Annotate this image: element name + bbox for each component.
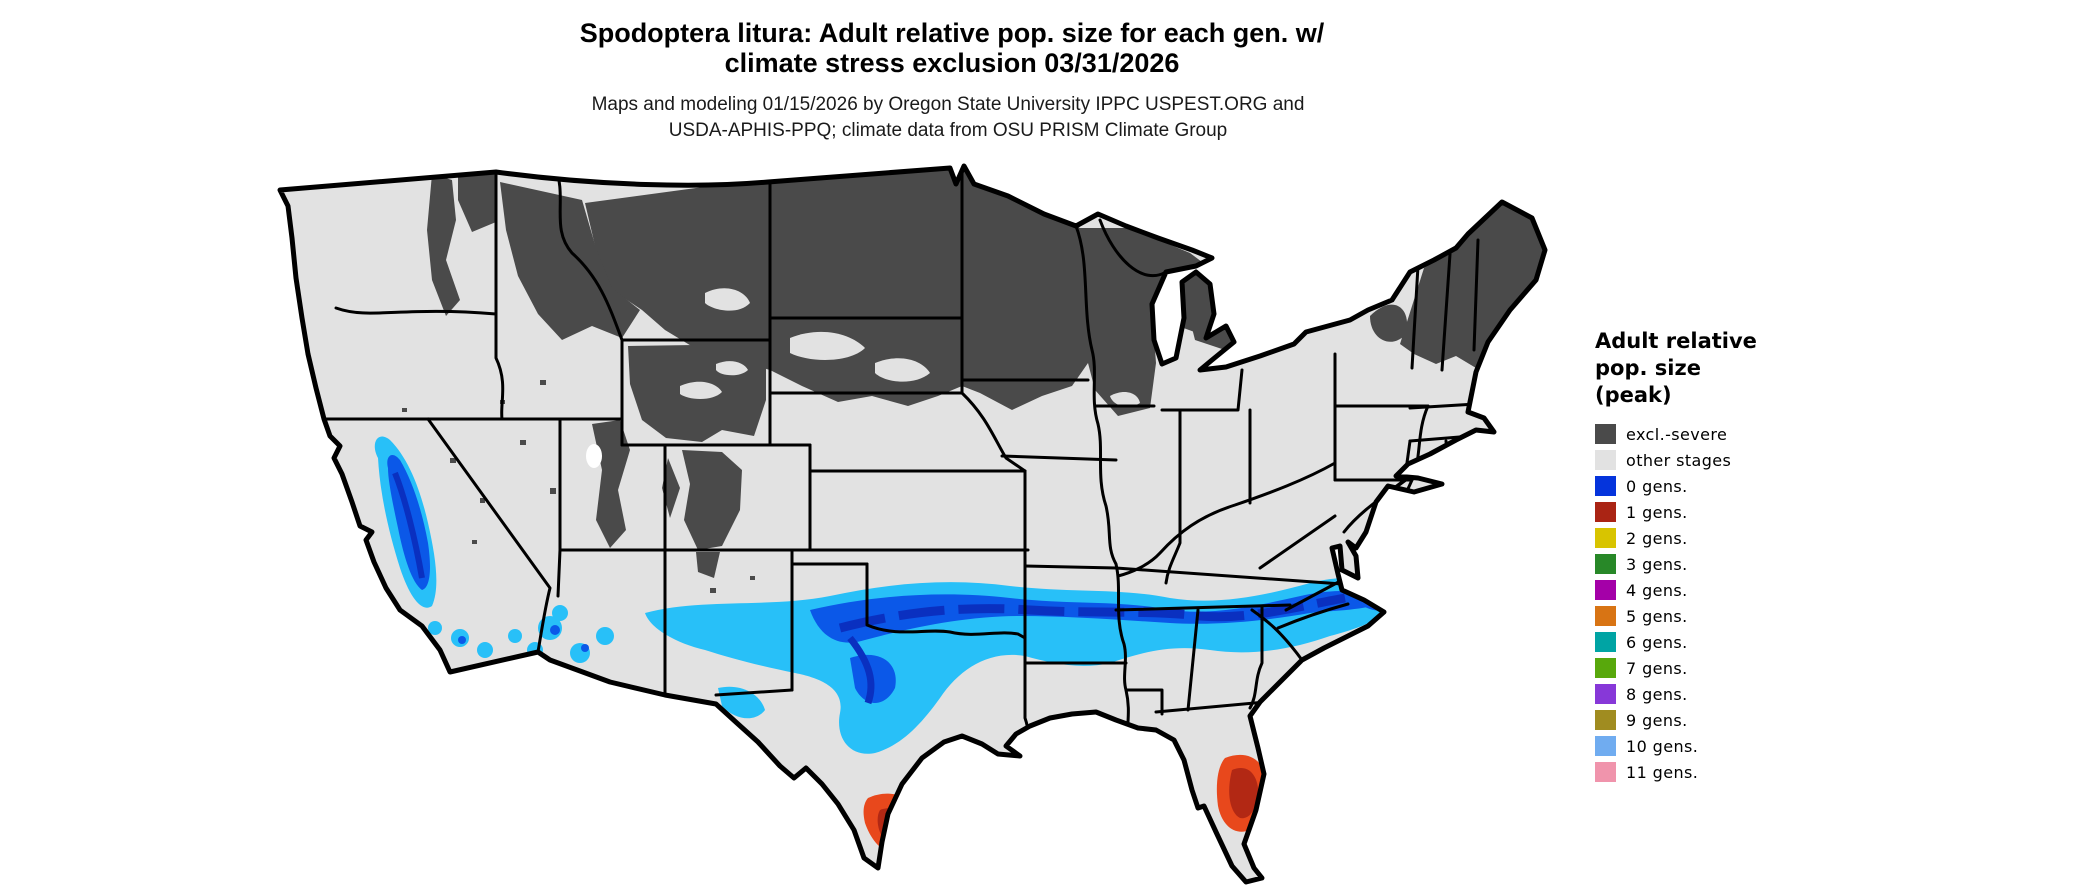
- legend-label-2: 0 gens.: [1626, 476, 1688, 496]
- legend-swatch-1: [1595, 450, 1616, 470]
- legend-label-3: 1 gens.: [1626, 502, 1688, 522]
- region-gen0-texas-core: [847, 635, 875, 705]
- legend-label-4: 2 gens.: [1626, 528, 1688, 548]
- page-subtitle-line1: Maps and modeling 01/15/2026 by Oregon S…: [591, 94, 1305, 115]
- region-excluded-severe: [402, 166, 1544, 593]
- legend-swatch-7: [1595, 606, 1616, 626]
- legend-swatch-2: [1595, 476, 1616, 496]
- legend-row-8: 6 gens.: [1595, 629, 1805, 655]
- legend-row-12: 10 gens.: [1595, 733, 1805, 759]
- legend-row-3: 1 gens.: [1595, 499, 1805, 525]
- region-excl-washington-cascades: [427, 174, 460, 316]
- region-gen0-band-core: [838, 593, 1346, 633]
- us-map-container: [250, 158, 1570, 888]
- legend-row-4: 2 gens.: [1595, 525, 1805, 551]
- legend-swatch-9: [1595, 658, 1616, 678]
- page-subtitle: Maps and modeling 01/15/2026 by Oregon S…: [592, 92, 1305, 144]
- legend-label-12: 10 gens.: [1626, 736, 1699, 756]
- legend-title-line3: (peak): [1595, 383, 1672, 407]
- region-gen0-southern-band-mid: [810, 590, 1390, 643]
- legend-title-line2: pop. size: [1595, 356, 1701, 380]
- legend-swatch-3: [1595, 502, 1616, 522]
- region-gen0-band: [374, 436, 1400, 754]
- legend-row-7: 5 gens.: [1595, 603, 1805, 629]
- region-gen0-southwest-scatter: [428, 605, 614, 663]
- legend-row-0: excl.-severe: [1595, 421, 1805, 447]
- legend-row-5: 3 gens.: [1595, 551, 1805, 577]
- legend-swatch-11: [1595, 710, 1616, 730]
- legend-label-1: other stages: [1626, 450, 1732, 470]
- legend-row-11: 9 gens.: [1595, 707, 1805, 733]
- legend-label-0: excl.-severe: [1626, 424, 1728, 444]
- region-excl-new-england: [1400, 202, 1544, 368]
- legend-swatch-4: [1595, 528, 1616, 548]
- legend-swatch-13: [1595, 762, 1616, 782]
- legend-label-8: 6 gens.: [1626, 632, 1688, 652]
- legend-row-1: other stages: [1595, 447, 1805, 473]
- page-subtitle-line2: USDA-APHIS-PPQ; climate data from OSU PR…: [668, 120, 1228, 141]
- region-excl-new-mexico-north: [696, 552, 720, 578]
- region-excl-adirondacks: [1370, 304, 1408, 342]
- legend-row-10: 8 gens.: [1595, 681, 1805, 707]
- legend-swatch-0: [1595, 424, 1616, 444]
- page-title: Spodoptera litura: Adult relative pop. s…: [580, 18, 1325, 78]
- legend-swatch-12: [1595, 736, 1616, 756]
- legend-label-7: 5 gens.: [1626, 606, 1688, 626]
- legend-swatch-6: [1595, 580, 1616, 600]
- page-title-line2: climate stress exclusion 03/31/2026: [724, 48, 1180, 78]
- region-excl-ne-washington: [458, 170, 496, 232]
- legend-row-13: 11 gens.: [1595, 759, 1805, 785]
- legend-title-line1: Adult relative: [1595, 329, 1757, 353]
- legend-title: Adult relative pop. size (peak): [1595, 328, 1805, 409]
- region-gen0-california-valley-core: [392, 471, 425, 579]
- legend-items: excl.-severe other stages 0 gens. 1 gens. 2 …: [1595, 421, 1805, 785]
- region-gen1-florida-core: [1229, 768, 1258, 819]
- region-excl-light-holes: [680, 288, 1140, 407]
- page-title-line1: Spodoptera litura: Adult relative pop. s…: [579, 18, 1325, 48]
- legend-swatch-8: [1595, 632, 1616, 652]
- us-national-outline: [277, 163, 1548, 885]
- great-salt-lake: [586, 444, 602, 468]
- legend-row-9: 7 gens.: [1595, 655, 1805, 681]
- legend-swatch-10: [1595, 684, 1616, 704]
- region-excl-colorado-rockies: [682, 450, 742, 550]
- legend-label-10: 8 gens.: [1626, 684, 1688, 704]
- map-legend: Adult relative pop. size (peak) excl.-se…: [1595, 328, 1805, 785]
- legend-row-2: 0 gens.: [1595, 473, 1805, 499]
- legend-label-5: 3 gens.: [1626, 554, 1688, 574]
- legend-row-6: 4 gens.: [1595, 577, 1805, 603]
- us-map: [277, 163, 1548, 885]
- legend-label-6: 4 gens.: [1626, 580, 1688, 600]
- legend-swatch-5: [1595, 554, 1616, 574]
- legend-label-9: 7 gens.: [1626, 658, 1688, 678]
- legend-label-11: 9 gens.: [1626, 710, 1688, 730]
- legend-label-13: 11 gens.: [1626, 762, 1699, 782]
